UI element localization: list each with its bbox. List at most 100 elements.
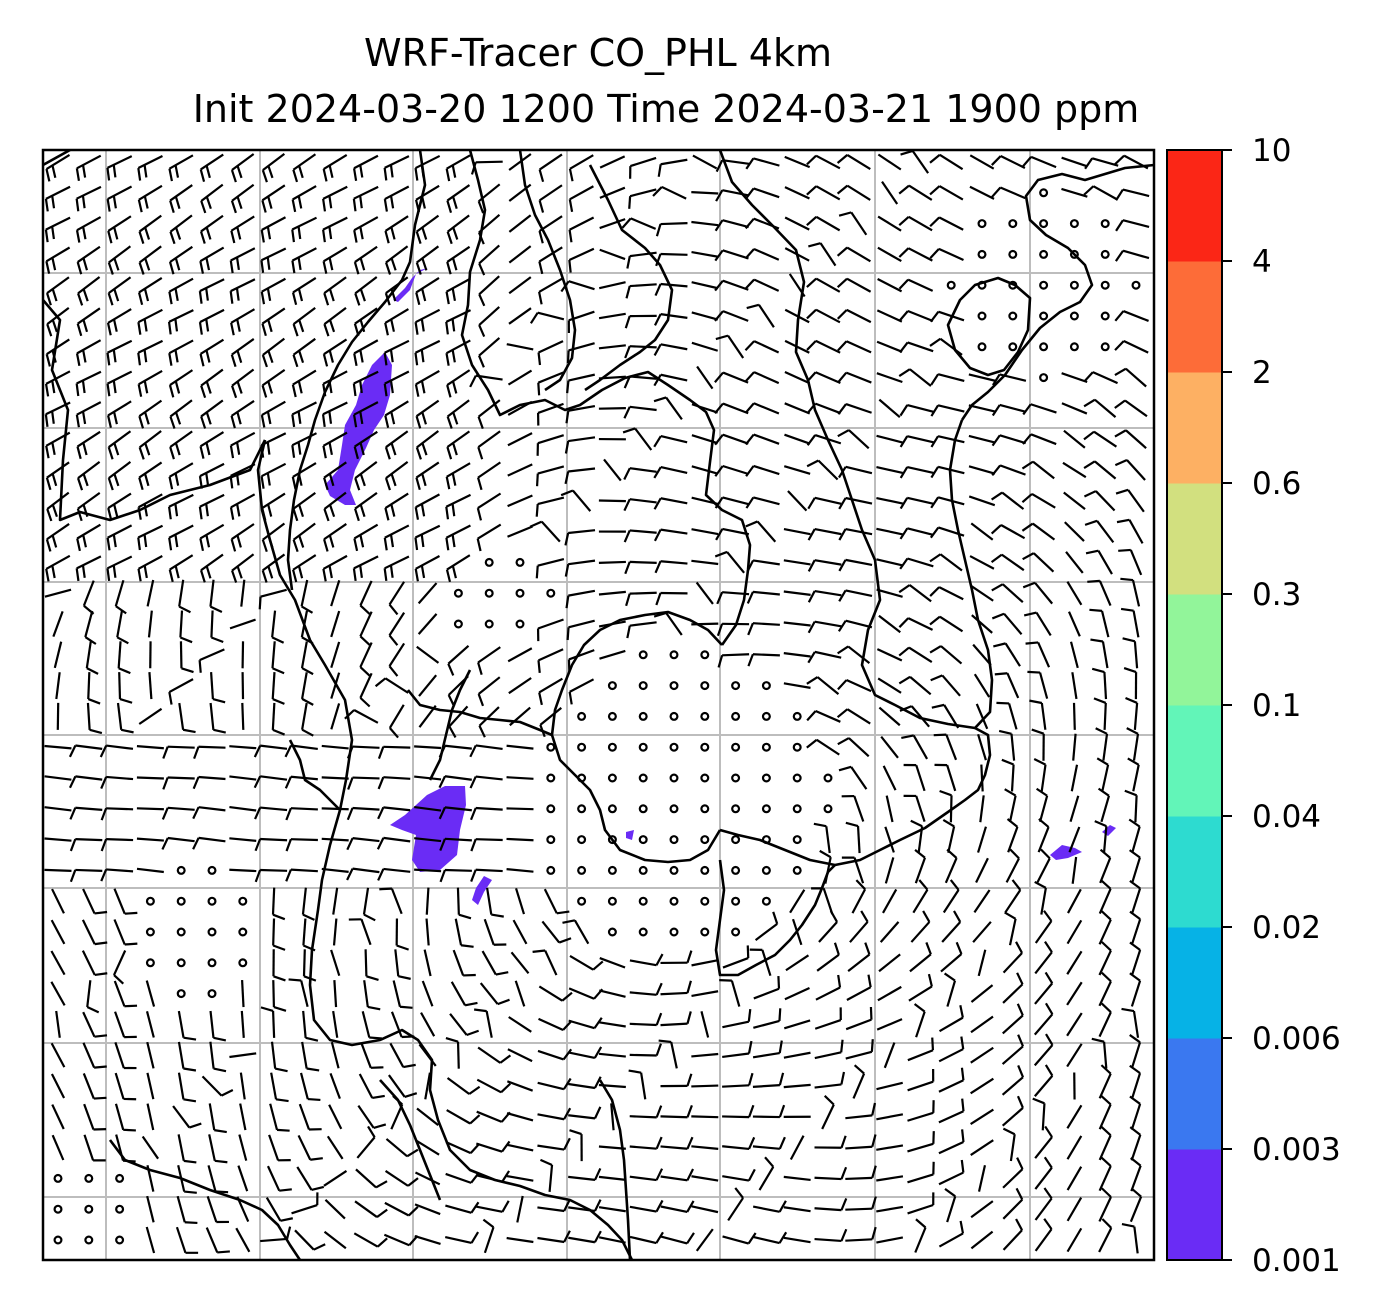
wind-barb [332, 1010, 339, 1038]
wind-barb [229, 618, 256, 630]
wind-barb-feather [354, 477, 361, 491]
wind-barb-feather [961, 1098, 965, 1112]
wind-barb-feather [184, 1221, 198, 1225]
wind-barb [660, 465, 688, 475]
wind-barb-feather [260, 291, 266, 305]
wind-barb-feather [415, 231, 422, 244]
wind-barb-feather [143, 380, 149, 394]
wind-barb-feather [344, 709, 355, 720]
wind-barb [44, 868, 72, 873]
wind-barb [757, 304, 775, 328]
wind-barb-feather [236, 565, 243, 579]
wind-barb [446, 1077, 470, 1095]
wind-barb [506, 776, 534, 780]
wind-barb [390, 1011, 403, 1038]
wind-barb [506, 1143, 534, 1152]
wind-barb-feather [137, 507, 142, 520]
wind-barb-feather [373, 1123, 387, 1129]
colorbar-tick-label: 0.006 [1252, 1021, 1341, 1057]
wind-barb-feather [81, 164, 87, 178]
wind-barb [260, 432, 287, 447]
wind-barb-feather [1129, 941, 1141, 951]
wind-barb [507, 432, 533, 447]
wind-barb [877, 985, 902, 1002]
wind-barb [415, 308, 441, 324]
wind-barb-feather [806, 308, 817, 320]
wind-barb [106, 838, 134, 842]
calm-wind-marker [484, 588, 494, 598]
wind-barb [1130, 888, 1142, 915]
wind-barb [261, 307, 286, 325]
wind-barb-feather [359, 411, 364, 425]
wind-barb [137, 339, 164, 354]
wind-barb [261, 400, 286, 417]
wind-barb-feather [1022, 156, 1032, 168]
wind-barb-feather [439, 869, 446, 883]
wind-barb-feather [377, 868, 385, 881]
wind-barb [1066, 950, 1083, 975]
calm-wind-marker [761, 742, 771, 752]
wind-barb [1123, 340, 1149, 354]
wind-barb-feather [174, 164, 180, 178]
wind-barb [239, 1072, 246, 1100]
wind-barb [45, 370, 71, 385]
wind-barb [169, 184, 193, 202]
wind-barb-feather [217, 1250, 230, 1254]
wind-barb [914, 857, 927, 884]
wind-barb-feather [777, 976, 781, 989]
wind-barb [783, 652, 811, 658]
wind-barb [845, 1018, 872, 1031]
wind-barb-feather [833, 942, 840, 956]
wind-barb [326, 1135, 344, 1160]
wind-barb-feather [470, 869, 477, 882]
wind-barb-feather [75, 168, 81, 181]
wind-barb [761, 949, 772, 977]
wind-barb-feather [991, 155, 1002, 166]
wind-barb [414, 837, 442, 843]
wind-barb-feather [745, 187, 755, 200]
wind-barb-feather [563, 1199, 571, 1212]
calm-wind-marker [115, 1204, 125, 1214]
wind-barb [45, 554, 71, 570]
wind-barb [814, 496, 842, 505]
wind-barb-feather [359, 288, 366, 302]
wind-barb-feather [199, 446, 205, 459]
wind-barb [784, 155, 811, 169]
wind-barb [384, 492, 409, 509]
calm-wind-marker [207, 989, 217, 999]
wind-barb-feather [569, 1129, 582, 1136]
wind-barb-feather [1115, 188, 1124, 201]
wind-barb [789, 1135, 805, 1161]
calm-wind-marker [577, 804, 587, 814]
wind-barb [876, 496, 904, 505]
wind-barb-feather [76, 508, 83, 522]
wind-barb-feather [390, 411, 396, 425]
wind-barb-feather [279, 1188, 292, 1192]
wind-barb [385, 276, 409, 295]
wind-barb-feather [307, 1097, 321, 1102]
wind-barb-feather [871, 1134, 877, 1148]
wind-barb [199, 278, 225, 293]
calm-wind-marker [1039, 311, 1049, 321]
wind-barb [1038, 672, 1049, 699]
wind-barb [568, 649, 595, 661]
wind-barb [210, 610, 214, 638]
wind-barb-feather [1126, 727, 1139, 735]
wind-barb-feather [198, 321, 203, 335]
wind-barb-feather [169, 416, 176, 429]
wind-barb [943, 704, 960, 729]
wind-barb-feather [322, 168, 328, 182]
wind-barb-feather [929, 526, 940, 539]
wind-barb [629, 1022, 657, 1027]
wind-barb-feather [469, 744, 477, 758]
wind-barb-feather [929, 615, 941, 626]
wind-barb [323, 246, 348, 263]
wind-barb-feather [353, 538, 359, 552]
wind-barb-feather [476, 538, 482, 552]
wind-barb-feather [655, 953, 664, 966]
wind-barb [209, 1010, 215, 1038]
wind-barb-feather [389, 380, 394, 394]
wind-barb [973, 889, 991, 913]
wind-barb [75, 744, 103, 750]
wind-barb-feather [420, 164, 425, 178]
